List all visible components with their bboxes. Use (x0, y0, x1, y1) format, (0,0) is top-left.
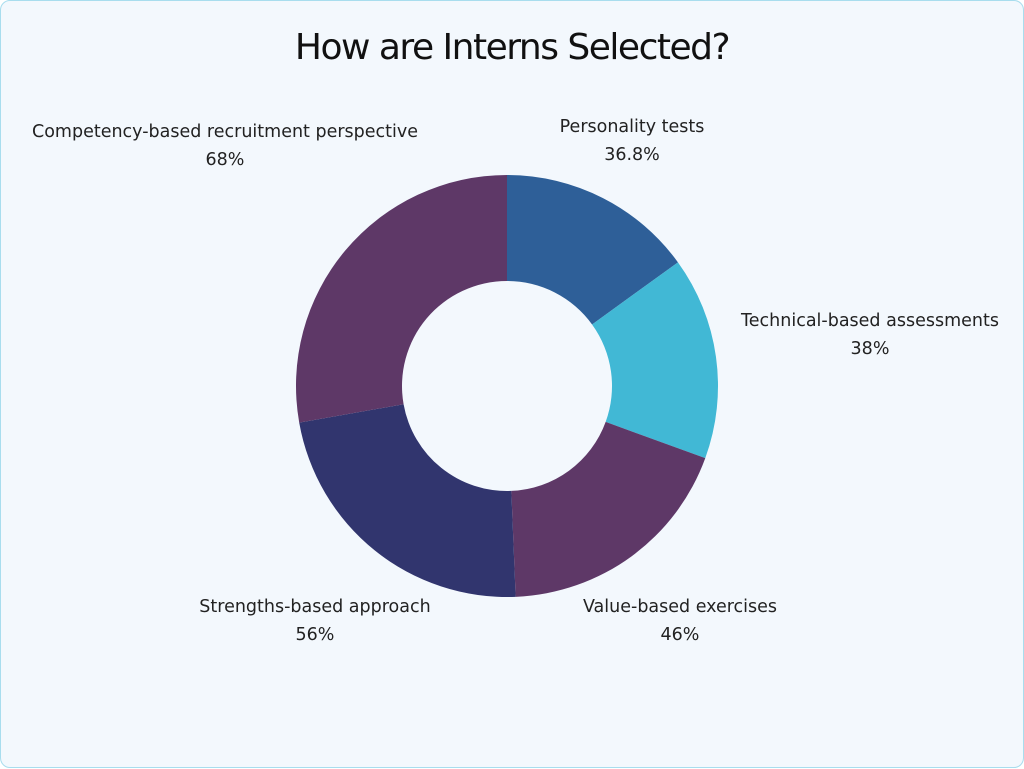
label-strengths-based-approach: Strengths-based approach 56% (199, 593, 430, 649)
slice-value-based-exercises (511, 421, 706, 597)
label-name: Strengths-based approach (199, 597, 431, 617)
slice-technical-based-assessments (592, 262, 719, 459)
chart-title: How are Interns Selected? (294, 27, 731, 68)
slice-strengths-based-approach (299, 404, 516, 597)
slice-competency-based-recruitment (296, 175, 507, 423)
label-value: 68% (205, 150, 245, 170)
label-name: Competency-based recruitment perspective (31, 122, 419, 142)
label-value: 46% (660, 625, 700, 645)
label-name: Technical-based assessments (741, 311, 999, 331)
label-name: Value-based exercises (582, 597, 778, 617)
label-technical-based-assessments: Technical-based assessments 38% (741, 307, 999, 363)
label-value: 56% (295, 625, 335, 645)
label-value: 36.8% (604, 145, 660, 165)
slice-personality-tests (507, 175, 678, 325)
label-competency-based-recruitment: Competency-based recruitment perspective… (32, 118, 418, 174)
label-personality-tests: Personality tests 36.8% (560, 113, 705, 169)
label-name: Personality tests (559, 117, 705, 137)
label-value-based-exercises: Value-based exercises 46% (583, 593, 777, 649)
label-value: 38% (850, 339, 890, 359)
